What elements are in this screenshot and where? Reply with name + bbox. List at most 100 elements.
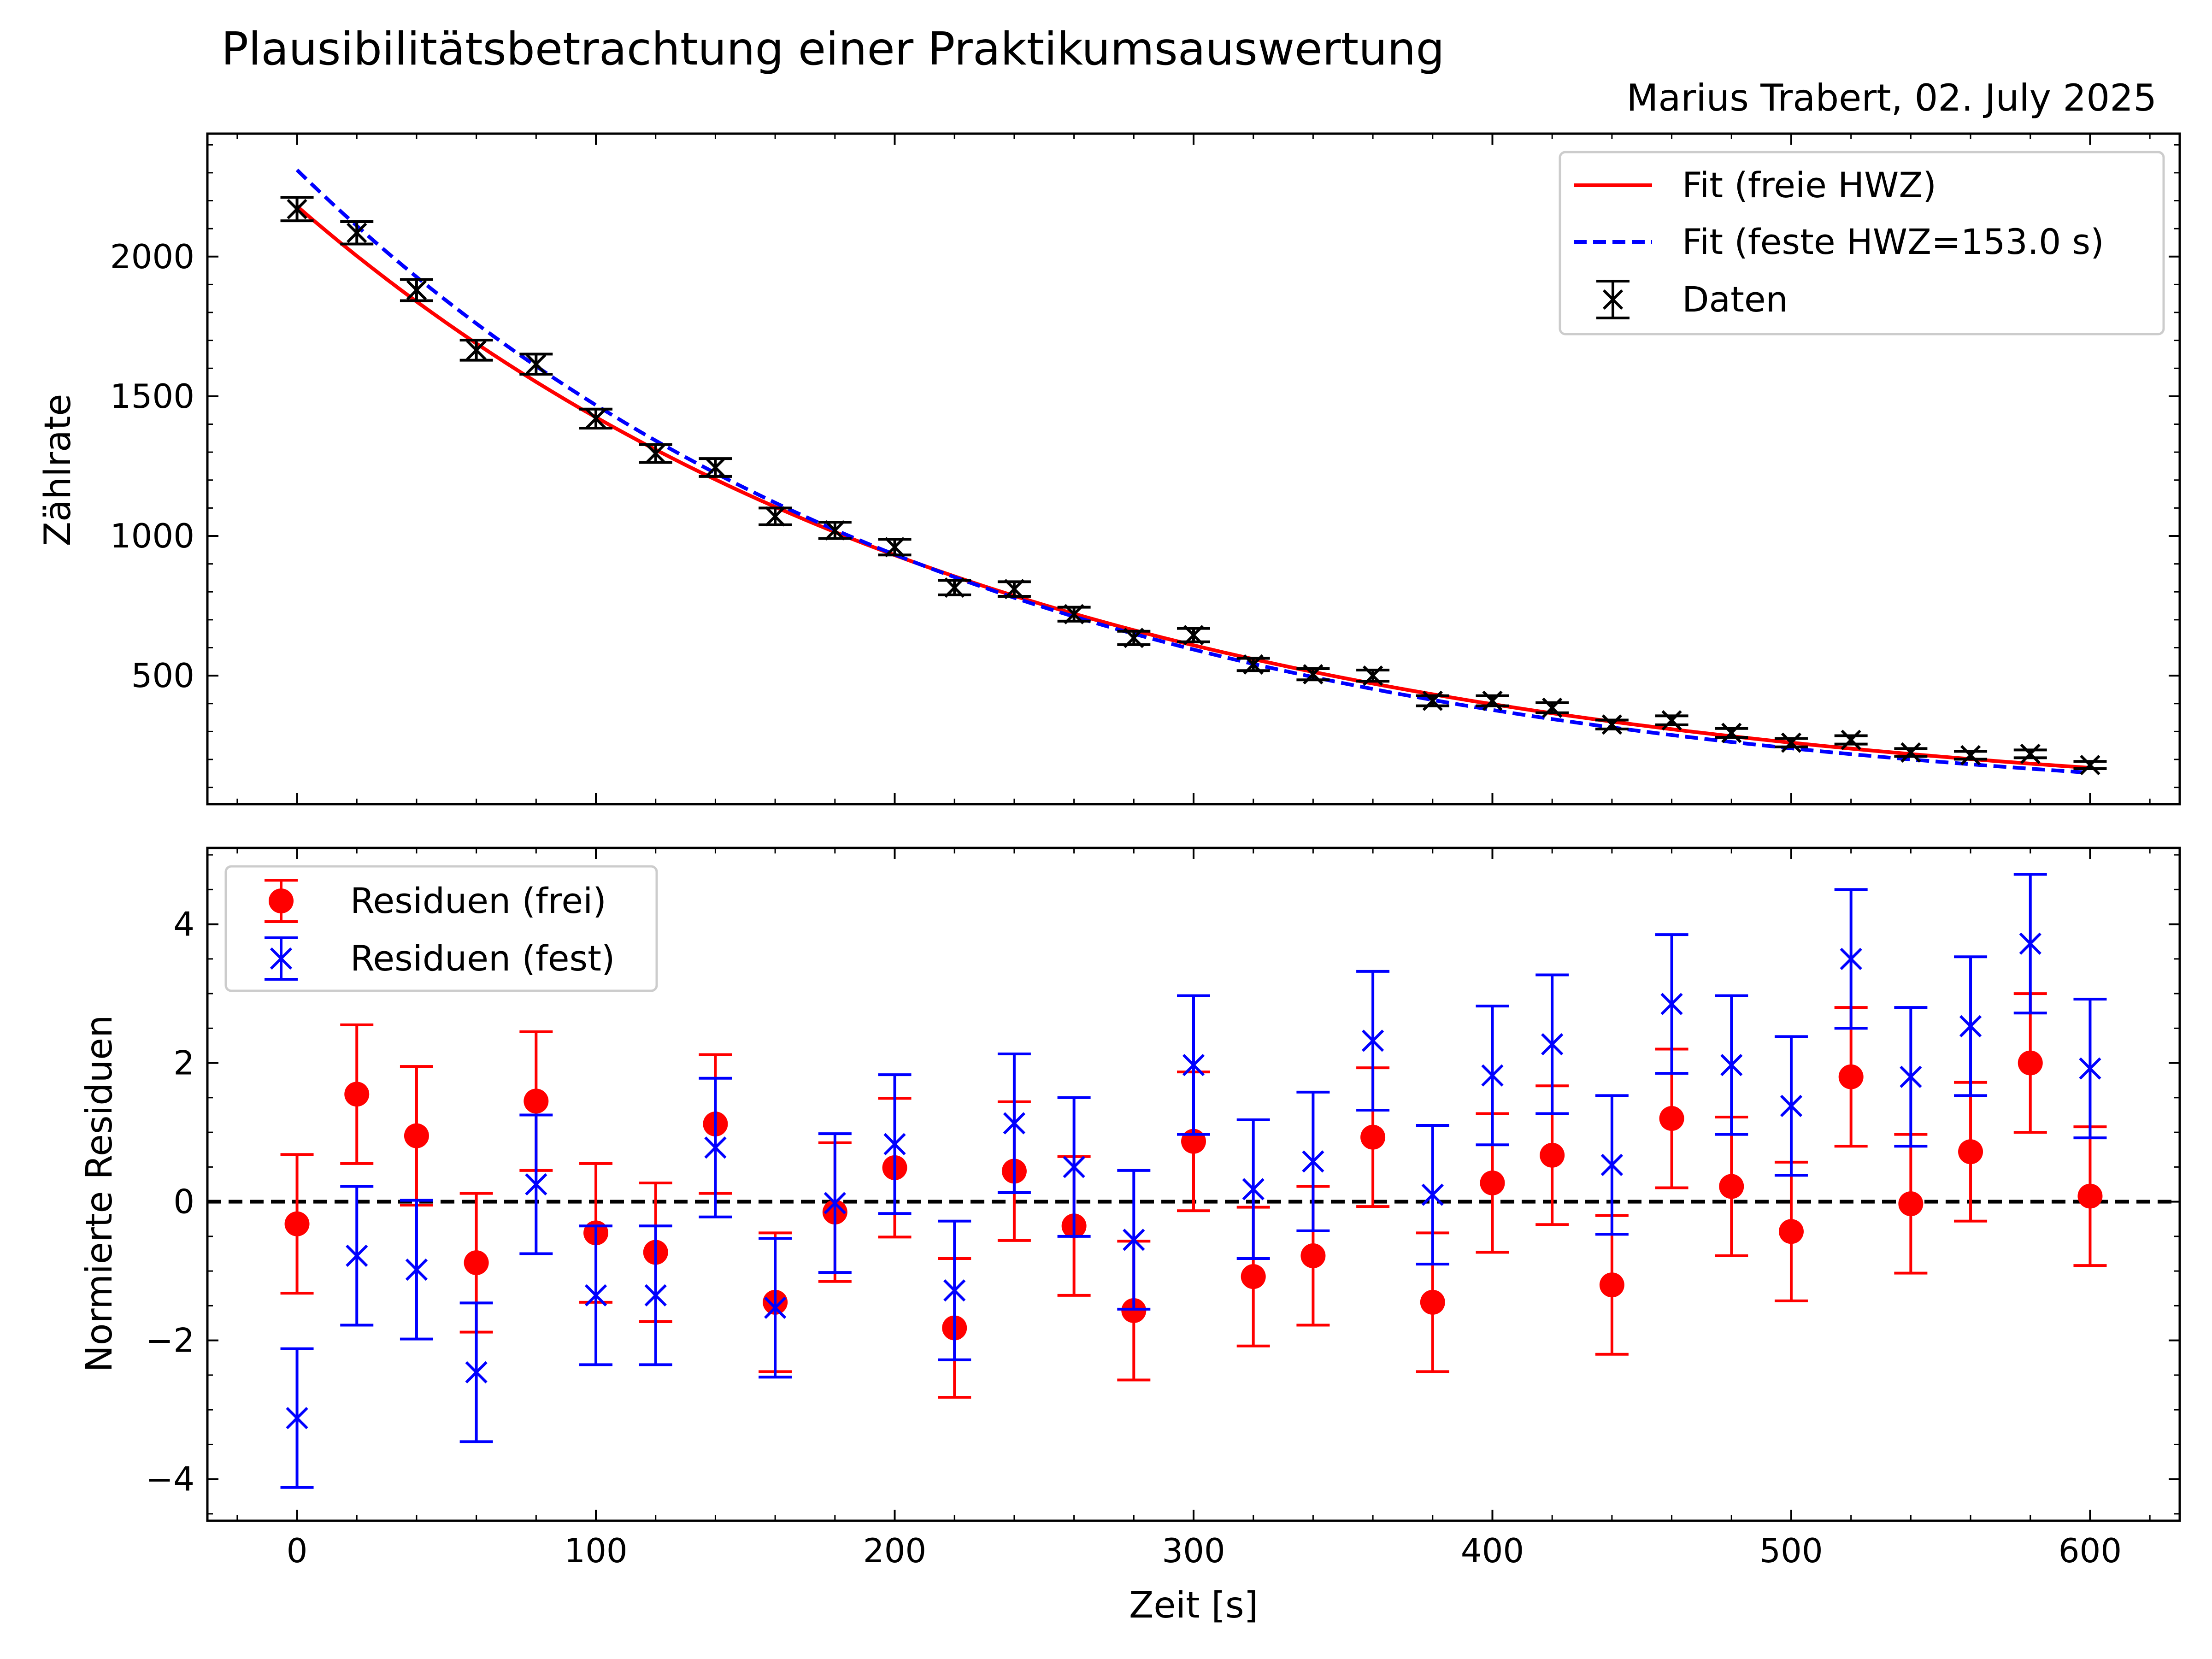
bottom-y-axis-label: Normierte Residuen [79,1015,120,1372]
x-marker-stroke [824,1192,846,1214]
x-marker-stroke [1960,745,1981,766]
residual-free-point [1540,1142,1565,1168]
data-point [884,537,905,558]
bottom-y-tick-label: 0 [173,1182,194,1221]
x-marker-stroke [347,223,367,243]
data-point [705,457,726,478]
chart-subtitle: Marius Trabert, 02. July 2025 [1626,76,2157,119]
x-marker-stroke [1542,697,1563,718]
x-marker-stroke [525,1173,547,1196]
bottom-y-tick-label: 2 [173,1044,194,1082]
x-tick-label: 0 [287,1531,308,1570]
residual-free-point [2018,1050,2043,1076]
residual-fixed-point [1421,1183,1444,1206]
x-marker-stroke [1064,604,1084,624]
residual-fixed-point [1541,1033,1564,1056]
x-marker-stroke [465,1361,488,1384]
residuals-fixed [280,873,2107,1489]
top-y-tick-label: 500 [131,656,194,695]
x-marker-stroke [824,520,845,541]
x-marker-stroke [466,340,487,360]
residual-free-point [1420,1289,1445,1315]
data-point [526,354,547,375]
top-y-tick-label: 1500 [110,377,194,416]
residual-fixed-point [943,1279,966,1302]
data-point [1482,690,1503,711]
data-point [466,340,487,360]
data-point [1900,742,1921,763]
bottom-legend: Residuen (frei) Residuen (fest) [224,865,658,992]
x-marker-stroke [1721,723,1742,743]
x-marker-stroke [585,408,606,429]
residual-fixed-point [883,1133,906,1155]
residual-free-point [1958,1139,1983,1165]
residual-fixed-point [1900,1065,1922,1088]
x-marker-stroke [1541,1033,1564,1056]
residual-fixed-point [824,1192,846,1214]
data-point [2020,743,2041,764]
residual-fixed-point [764,1296,787,1319]
x-marker-stroke [1242,1178,1265,1200]
residual-fixed-point [1840,947,1862,970]
x-marker-stroke [884,537,905,558]
data-point [1841,729,1861,750]
x-marker-stroke [286,1407,308,1430]
residual-fixed-point [525,1173,547,1196]
x-marker-stroke [584,1284,607,1306]
residual-fixed-point [644,1284,667,1306]
x-marker-stroke [1661,710,1682,731]
legend-swatch-residual-free-marker [269,888,294,913]
residual-fixed-point [1720,1053,1743,1077]
residual-fixed-point [405,1259,428,1281]
bottom-y-tick-label: 4 [173,905,194,944]
x-marker-stroke [1361,1030,1384,1052]
x-marker-stroke [2020,743,2041,764]
x-marker-stroke [405,1259,428,1281]
x-tick-label: 500 [1759,1531,1823,1570]
residual-fixed-point [1003,1112,1026,1135]
legend-label-fit-free: Fit (freie HWZ) [1682,165,1936,206]
data-point [1661,710,1682,731]
x-marker-stroke [1302,1150,1324,1173]
bottom-ticks: 0 100 200 300 400 500 600 −4 −2 0 2 4 [146,848,2180,1570]
x-marker-stroke [406,280,427,300]
x-marker-stroke [1123,1229,1145,1251]
x-marker-stroke [1482,690,1503,711]
data-point [585,408,606,429]
data-point [2080,755,2100,776]
x-marker-stroke [1362,665,1383,686]
bottom-y-tick-label: −2 [146,1321,194,1360]
legend-swatch-residual-fixed-marker [270,947,293,970]
x-marker-stroke [1124,628,1144,648]
x-marker-stroke [2080,755,2100,776]
x-marker-stroke [1422,690,1443,711]
top-legend: Fit (freie HWZ) Fit (feste HWZ=153.0 s) Da… [1559,151,2165,335]
data-point [1721,723,1742,743]
residual-fixed-point [1959,1015,1982,1037]
x-marker-stroke [644,1284,667,1306]
x-marker-stroke [764,1296,787,1319]
x-marker-stroke [287,199,307,219]
x-marker-stroke [883,1133,906,1155]
residual-fixed-point [1780,1094,1803,1118]
x-marker-stroke [943,1279,966,1302]
x-marker-stroke [1660,993,1683,1015]
data-point [1183,625,1204,646]
x-marker-stroke [1720,1053,1743,1077]
x-marker-stroke [1004,579,1025,600]
legend-label-residual-free: Residuen (frei) [350,880,606,921]
data-point [1542,697,1563,718]
top-legend-box [1559,151,2165,335]
residual-free-point [1300,1243,1326,1269]
residual-free-point [1659,1106,1684,1131]
residual-fixed-point [286,1407,308,1430]
residual-free-point [284,1211,310,1236]
x-marker-stroke [1780,1094,1803,1118]
data-point [1064,604,1084,624]
data-point [1303,664,1324,685]
data-point [1124,628,1144,648]
x-marker-stroke [765,506,786,527]
x-marker-stroke [1602,289,1624,310]
x-marker-stroke [1781,732,1802,753]
residual-free-point [1480,1170,1505,1195]
